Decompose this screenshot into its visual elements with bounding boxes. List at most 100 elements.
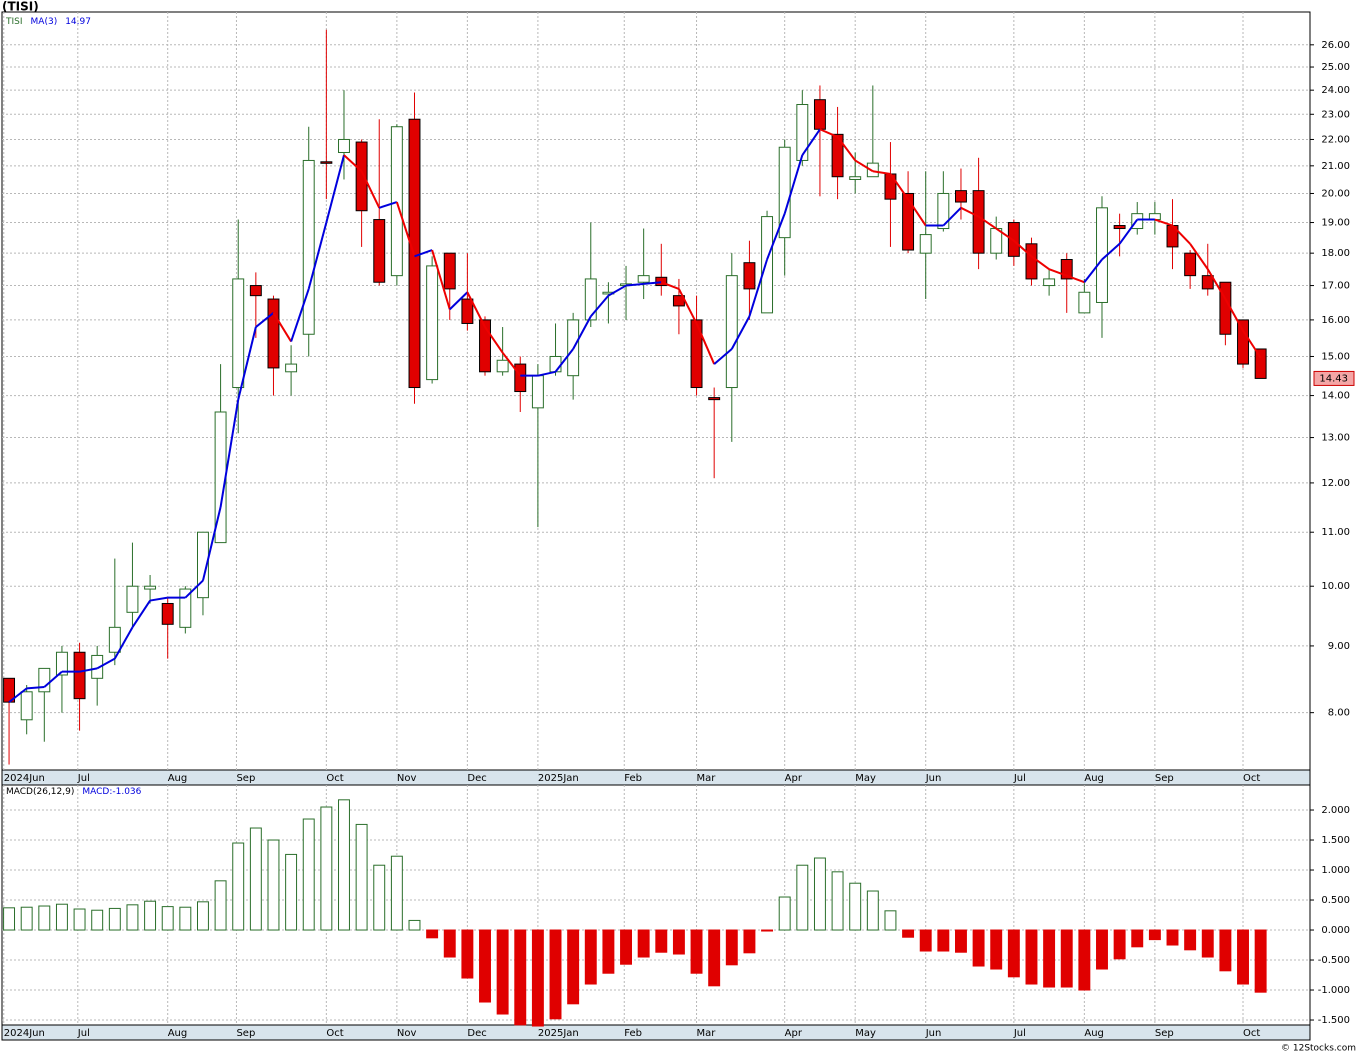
ma-segment (748, 259, 769, 317)
macd-bar (461, 929, 474, 979)
x-tick-label: Mar (697, 1028, 717, 1039)
candle-body (144, 585, 157, 590)
x-tick-label: Sep (1155, 1028, 1174, 1039)
ma-segment (1118, 218, 1139, 245)
ma-segment (237, 326, 257, 400)
legend: TISI MA(3) 14.97 (5, 17, 91, 27)
macd-bar (338, 799, 350, 931)
ma-segment (783, 154, 804, 214)
macd-bar (708, 929, 721, 987)
candle-body (972, 190, 985, 254)
macd-bar (38, 905, 51, 931)
macd-bar (373, 864, 386, 931)
x-tick-label: Apr (785, 773, 803, 784)
ma-segment (995, 227, 1015, 242)
last-price-label: 14.43 (1319, 373, 1348, 384)
candle-body (1043, 278, 1056, 287)
ma-segment (290, 288, 310, 342)
x-tick-label: Feb (624, 1028, 642, 1039)
candle-body (1254, 348, 1267, 379)
x-tick-label: Aug (1084, 773, 1104, 784)
x-tick-label: Sep (236, 773, 255, 784)
legend-ma: MA(3) (31, 17, 58, 27)
candle-body (849, 176, 862, 180)
macd-bar (496, 929, 509, 1015)
x-tick-label: Aug (168, 773, 188, 784)
x-tick-label: Dec (467, 773, 486, 784)
ma-segment (695, 323, 716, 365)
ma-segment (255, 312, 275, 328)
candle-body (390, 126, 403, 277)
x-tick-label: May (855, 773, 876, 784)
x-tick-label: Oct (326, 773, 343, 784)
macd-value: -1.036 (112, 787, 141, 797)
candle-body (496, 359, 509, 373)
ma-segment (26, 686, 45, 690)
x-tick-label: Oct (1243, 773, 1260, 784)
ma-segment (184, 579, 204, 599)
candle-body (1060, 259, 1073, 280)
x-tick-label: 2025Jan (538, 773, 579, 784)
y-tick-label: 18.00 (1321, 248, 1350, 259)
macd-bar (20, 906, 33, 931)
y-tick-label: 0.500 (1321, 895, 1350, 906)
candle-body (232, 278, 245, 389)
ma-segment (1171, 224, 1191, 245)
ma-segment (113, 626, 134, 660)
candle-body (20, 691, 33, 721)
macd-bar (302, 818, 315, 931)
candle-body (249, 285, 262, 297)
ma-segment (643, 281, 662, 285)
candle-body (937, 192, 950, 230)
macd-bar (267, 839, 280, 931)
macd-bar (161, 906, 174, 931)
macd-bar (426, 929, 439, 939)
credit: © 12Stocks.com (1281, 1044, 1356, 1054)
ma-segment (414, 249, 433, 258)
chart-title: (TISI) (2, 0, 39, 14)
candle-body (91, 654, 104, 679)
candle-body (108, 626, 121, 653)
y-tick-label: 1.000 (1321, 865, 1350, 876)
macd-bar (249, 827, 262, 931)
ma-segment (96, 657, 116, 670)
macd-bar (831, 871, 844, 931)
candle-body (373, 219, 386, 283)
x-tick-label: Aug (1084, 1028, 1104, 1039)
macd-bar (55, 903, 68, 931)
candle-body (866, 162, 879, 178)
y-tick-label: 16.00 (1321, 315, 1350, 326)
candle-body (1219, 281, 1232, 335)
ma-segment (466, 291, 486, 328)
ma-segment (8, 687, 28, 703)
ma-segment (942, 207, 962, 227)
y-tick-label: -1.000 (1318, 985, 1350, 996)
macd-bar (232, 842, 245, 931)
x-tick-label: Sep (236, 1028, 255, 1039)
macd-bar (1148, 929, 1161, 941)
macd-bar (955, 929, 967, 953)
y-tick-label: 17.00 (1321, 281, 1350, 292)
ma-segment (1066, 274, 1085, 284)
ma-segment (431, 249, 451, 310)
candle-body (267, 298, 280, 369)
candle-body (549, 355, 562, 373)
ma-segment (572, 315, 592, 350)
x-tick-label: Jul (77, 773, 90, 784)
macd-bar (919, 929, 932, 952)
macd-bar (285, 853, 298, 931)
y-tick-label: 20.00 (1321, 188, 1350, 199)
x-tick-label: Jul (1013, 1028, 1026, 1039)
ma-segment (449, 291, 469, 311)
x-tick-label: Oct (1243, 1028, 1260, 1039)
ma-segment (660, 281, 680, 290)
y-tick-label: 22.00 (1321, 134, 1350, 145)
ma-segment (1048, 268, 1068, 277)
candle-body (302, 159, 315, 335)
x-tick-label: Jul (1013, 773, 1026, 784)
ma-segment (960, 206, 980, 218)
legend-symbol: TISI (5, 17, 23, 27)
macd-bar (725, 929, 738, 966)
candle-body (285, 363, 298, 373)
macd-bar (1078, 929, 1091, 991)
